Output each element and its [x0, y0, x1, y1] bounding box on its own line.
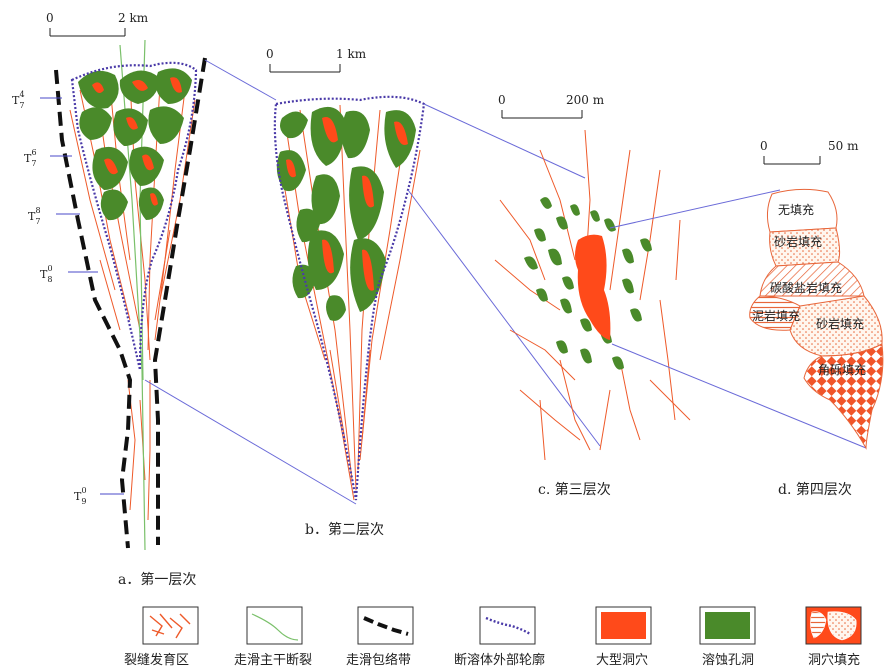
connector-c-d [609, 189, 867, 449]
legend-label-outline: 断溶体外部轮廓 [454, 652, 545, 668]
fill-label-mudstone: 泥岩填充 [752, 308, 800, 323]
legend-label-envelope: 走滑包络带 [346, 652, 411, 668]
connector-b-c [407, 103, 601, 447]
vugs-a [78, 68, 192, 221]
large-cave-icon [601, 612, 646, 639]
vugs-b [276, 106, 416, 321]
legend-item-outline: 断溶体外部轮廓 [454, 606, 545, 668]
legend: 裂缝发育区 走滑主干断裂 走滑包络带 断溶体外部轮廓 大型洞穴 [124, 606, 862, 668]
legend-label-vug: 溶蚀孔洞 [702, 653, 754, 668]
scale-bar-a: 0 2 km [46, 11, 149, 37]
cave-fill-icon [810, 611, 857, 641]
fill-label-breccia: 角砾填充 [818, 362, 866, 377]
cave-fill-d [749, 188, 884, 450]
fault-karst-outline-b [273, 95, 426, 501]
strike-slip-main-fault-icon [251, 613, 299, 641]
panel-b: 0 1 km [266, 47, 426, 538]
fill-label-carbonate: 碳酸盐岩填充 [770, 280, 842, 295]
scale-bar-d: 0 50 m [760, 139, 859, 165]
strike-slip-envelope-a [54, 57, 207, 549]
stratum-t7-8: T78 [28, 206, 80, 226]
legend-label-large-cave: 大型洞穴 [596, 653, 648, 668]
stratum-t8-0: T80 [40, 264, 98, 284]
fracture-zone-icon [149, 613, 191, 639]
legend-label-fracture-zone: 裂缝发育区 [124, 652, 189, 668]
legend-item-fracture-zone: 裂缝发育区 [124, 606, 199, 668]
legend-item-cave-fill: 洞穴填充 [805, 606, 862, 668]
fill-label-none: 无填充 [778, 202, 814, 217]
scale-d-zero: 0 [760, 139, 768, 153]
stratum-t9-0: T90 [74, 486, 124, 506]
legend-item-large-cave: 大型洞穴 [595, 606, 652, 668]
scale-bar-b: 0 1 km [266, 47, 367, 73]
scale-bar-c: 0 200 m [498, 93, 605, 119]
panel-c: 0 200 m [494, 93, 691, 498]
fill-label-sandstone-1: 砂岩填充 [774, 234, 822, 249]
fracture-lines-c [494, 129, 691, 461]
scale-d-value: 50 m [828, 139, 859, 153]
svg-text:T74: T74 [12, 90, 25, 110]
legend-item-vug: 溶蚀孔洞 [699, 606, 756, 668]
panel-a: 0 2 km [12, 11, 207, 588]
fracture-lines-a [69, 79, 196, 521]
dissolution-vug-icon [705, 612, 750, 639]
scale-a-value: 2 km [118, 11, 149, 25]
scale-c-value: 200 m [566, 93, 605, 107]
scale-c-zero: 0 [498, 93, 506, 107]
caption-d: d. 第四层次 [778, 481, 852, 498]
fill-label-sandstone-2: 砂岩填充 [816, 316, 864, 331]
stratum-t7-6: T76 [24, 148, 72, 168]
connector-a-b [144, 59, 357, 505]
stratum-t7-4: T74 [12, 90, 62, 110]
svg-text:T76: T76 [24, 148, 37, 168]
legend-label-main-fault: 走滑主干断裂 [234, 653, 312, 668]
panel-d: 0 50 m 无填充 砂岩填充 碳酸盐岩填充 泥岩填充 砂岩填充 角砾填充 d.… [749, 139, 884, 498]
caption-c: c. 第三层次 [538, 481, 611, 498]
legend-item-main-fault: 走滑主干断裂 [234, 606, 312, 668]
scale-b-zero: 0 [266, 47, 274, 61]
caption-a: a．第一层次 [118, 571, 196, 588]
fault-karst-outline-a [70, 61, 198, 371]
fault-karst-outline-icon [485, 616, 531, 636]
svg-text:T80: T80 [40, 264, 53, 284]
svg-text:T78: T78 [28, 206, 41, 226]
svg-text:T90: T90 [74, 486, 87, 506]
caption-b: b．第二层次 [305, 521, 384, 538]
legend-item-envelope: 走滑包络带 [346, 606, 414, 668]
strata-labels: T74 T76 T78 T80 T90 [12, 90, 124, 506]
scale-b-value: 1 km [336, 47, 367, 61]
strike-slip-envelope-icon [363, 616, 409, 636]
legend-label-cave-fill: 洞穴填充 [808, 652, 860, 668]
large-cave-c [575, 234, 611, 340]
scale-a-zero: 0 [46, 11, 54, 25]
vugs-c [524, 197, 652, 370]
cave-fill-labels: 无填充 砂岩填充 碳酸盐岩填充 泥岩填充 砂岩填充 角砾填充 [752, 202, 866, 377]
